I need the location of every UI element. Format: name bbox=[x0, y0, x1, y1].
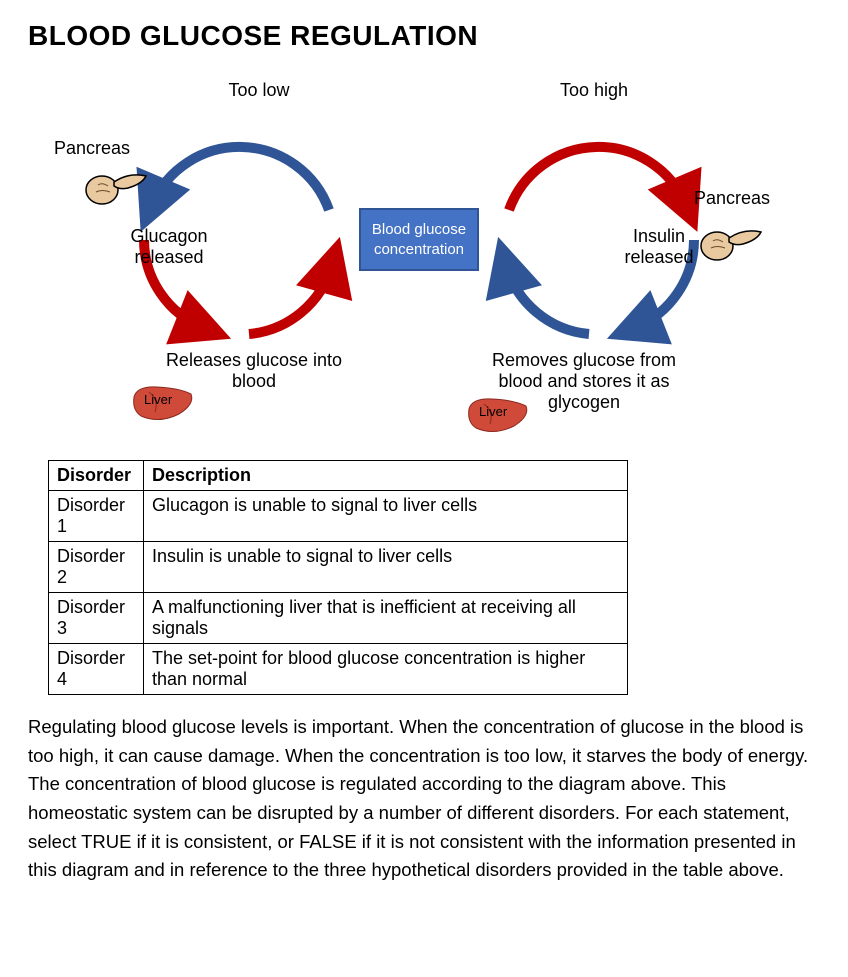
label-too-high: Too high bbox=[534, 80, 654, 101]
label-too-low: Too low bbox=[199, 80, 319, 101]
center-box: Blood glucose concentration bbox=[359, 208, 479, 271]
regulation-diagram: Too low Too high Pancreas Pancreas Gluca… bbox=[44, 70, 804, 440]
cell-description: A malfunctioning liver that is inefficie… bbox=[144, 593, 628, 644]
pancreas-icon-left bbox=[84, 162, 154, 210]
cell-disorder: Disorder 3 bbox=[49, 593, 144, 644]
col-header-disorder: Disorder bbox=[49, 461, 144, 491]
table-row: Disorder 4 The set-point for blood gluco… bbox=[49, 644, 628, 695]
cell-description: Insulin is unable to signal to liver cel… bbox=[144, 542, 628, 593]
page-title: BLOOD GLUCOSE REGULATION bbox=[28, 20, 820, 52]
label-pancreas-left: Pancreas bbox=[54, 138, 144, 159]
disorders-table: Disorder Description Disorder 1 Glucagon… bbox=[48, 460, 628, 695]
col-header-description: Description bbox=[144, 461, 628, 491]
cell-disorder: Disorder 2 bbox=[49, 542, 144, 593]
liver-label-right: Liver bbox=[479, 404, 507, 419]
cell-disorder: Disorder 4 bbox=[49, 644, 144, 695]
table-row: Disorder 2 Insulin is unable to signal t… bbox=[49, 542, 628, 593]
table-header-row: Disorder Description bbox=[49, 461, 628, 491]
liver-label-left: Liver bbox=[144, 392, 172, 407]
cell-description: The set-point for blood glucose concentr… bbox=[144, 644, 628, 695]
body-paragraph: Regulating blood glucose levels is impor… bbox=[28, 713, 820, 885]
label-pancreas-right: Pancreas bbox=[694, 188, 784, 209]
cell-disorder: Disorder 1 bbox=[49, 491, 144, 542]
cell-description: Glucagon is unable to signal to liver ce… bbox=[144, 491, 628, 542]
label-glucagon: Glucagon released bbox=[114, 226, 224, 268]
table-row: Disorder 1 Glucagon is unable to signal … bbox=[49, 491, 628, 542]
pancreas-icon-right bbox=[699, 218, 769, 266]
label-insulin: Insulin released bbox=[614, 226, 704, 268]
table-row: Disorder 3 A malfunctioning liver that i… bbox=[49, 593, 628, 644]
